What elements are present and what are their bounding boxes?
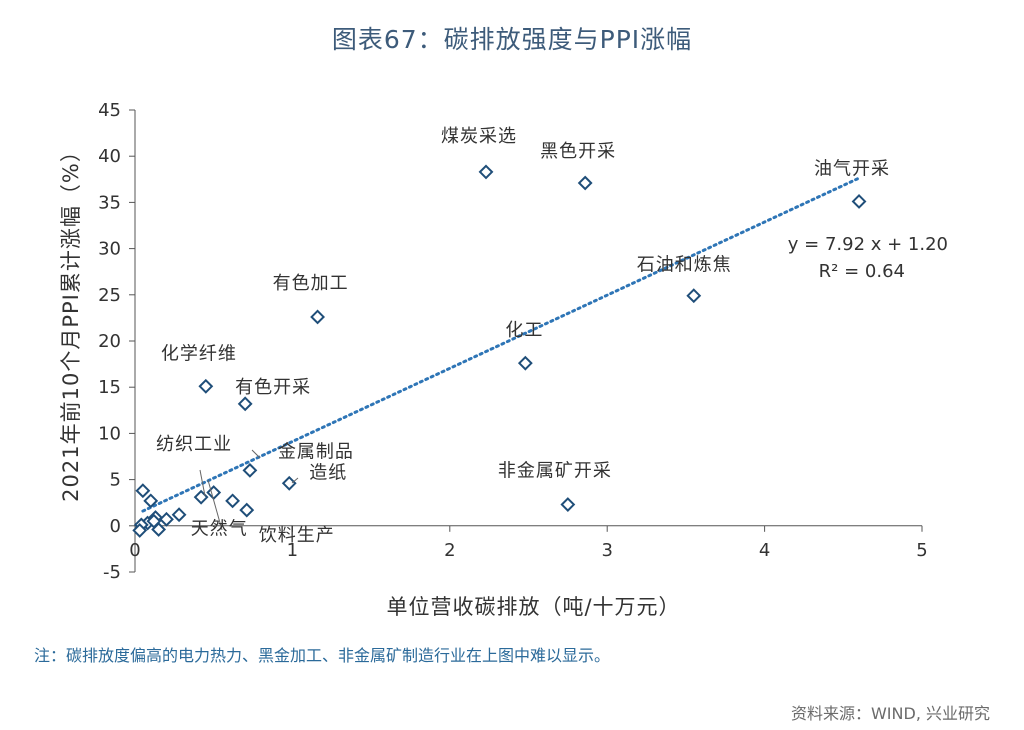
y-tick-label: 30 bbox=[98, 239, 121, 260]
data-point bbox=[171, 507, 187, 523]
point-label: 天然气 bbox=[191, 519, 248, 540]
trendline bbox=[141, 176, 861, 513]
y-tick-label: 25 bbox=[98, 285, 121, 306]
y-tick-label: 0 bbox=[110, 516, 121, 537]
leader-line bbox=[291, 477, 299, 484]
point-label: 金属制品 bbox=[278, 441, 354, 462]
y-tick-label: 35 bbox=[98, 192, 121, 213]
point-label: 石油和炼焦 bbox=[637, 255, 732, 276]
chart-note: 注：碳排放度偏高的电力热力、黑金加工、非金属矿制造行业在上图中难以显示。 bbox=[34, 646, 611, 665]
data-point bbox=[517, 355, 533, 371]
y-tick-label: -5 bbox=[103, 562, 121, 583]
data-point bbox=[193, 489, 209, 505]
r-squared: R² = 0.64 bbox=[819, 261, 905, 282]
data-point bbox=[132, 523, 148, 538]
point-label: 非金属矿开采 bbox=[498, 461, 612, 482]
leader-line bbox=[199, 469, 206, 497]
data-point bbox=[198, 378, 214, 394]
x-tick-label: 2 bbox=[444, 540, 455, 561]
x-tick-label: 5 bbox=[916, 540, 927, 561]
point-label: 煤炭采选 bbox=[441, 126, 517, 147]
point-label: 化工 bbox=[505, 320, 543, 341]
data-point bbox=[146, 513, 162, 529]
y-tick-label: 5 bbox=[110, 470, 121, 491]
data-point bbox=[135, 483, 151, 499]
chart-title: 图表67：碳排放强度与PPI涨幅 bbox=[331, 25, 693, 54]
y-tick-label: 40 bbox=[98, 146, 121, 167]
y-axis-label: 2021年前10个月PPI累计涨幅（%） bbox=[59, 140, 83, 502]
trend-equation: y = 7.92 x + 1.20 bbox=[788, 234, 948, 255]
point-label: 造纸 bbox=[309, 462, 347, 483]
leader-line bbox=[251, 449, 261, 459]
x-tick-label: 1 bbox=[287, 540, 298, 561]
data-point bbox=[239, 502, 255, 518]
x-tick-label: 4 bbox=[759, 540, 770, 561]
point-label: 有色加工 bbox=[273, 273, 349, 294]
y-tick-label: 15 bbox=[98, 377, 121, 398]
point-label: 黑色开采 bbox=[540, 141, 616, 162]
source-text: 资料来源：WIND, 兴业研究 bbox=[790, 704, 990, 723]
point-label: 化学纤维 bbox=[161, 343, 237, 364]
point-label: 有色开采 bbox=[235, 377, 311, 398]
data-point bbox=[577, 175, 593, 191]
data-point bbox=[237, 396, 253, 412]
data-point bbox=[206, 485, 222, 500]
x-axis-label: 单位营收碳排放（吨/十万元） bbox=[386, 595, 680, 619]
point-label: 饮料生产 bbox=[259, 525, 335, 546]
y-tick-label: 10 bbox=[98, 423, 121, 444]
x-tick-label: 3 bbox=[601, 540, 612, 561]
leader-line bbox=[207, 479, 223, 531]
data-point bbox=[225, 493, 241, 509]
data-point bbox=[851, 194, 867, 209]
point-label: 油气开采 bbox=[814, 158, 890, 179]
data-point bbox=[560, 497, 576, 512]
data-point bbox=[686, 288, 702, 304]
point-label: 纺织工业 bbox=[156, 434, 232, 455]
data-point bbox=[281, 475, 297, 491]
data-point bbox=[478, 164, 494, 180]
data-point bbox=[143, 493, 159, 509]
data-point bbox=[242, 462, 258, 478]
data-point bbox=[310, 309, 325, 325]
x-tick-label: 0 bbox=[129, 540, 140, 561]
y-tick-label: 20 bbox=[98, 331, 121, 352]
y-tick-label: 45 bbox=[98, 100, 121, 121]
data-point bbox=[159, 511, 174, 527]
